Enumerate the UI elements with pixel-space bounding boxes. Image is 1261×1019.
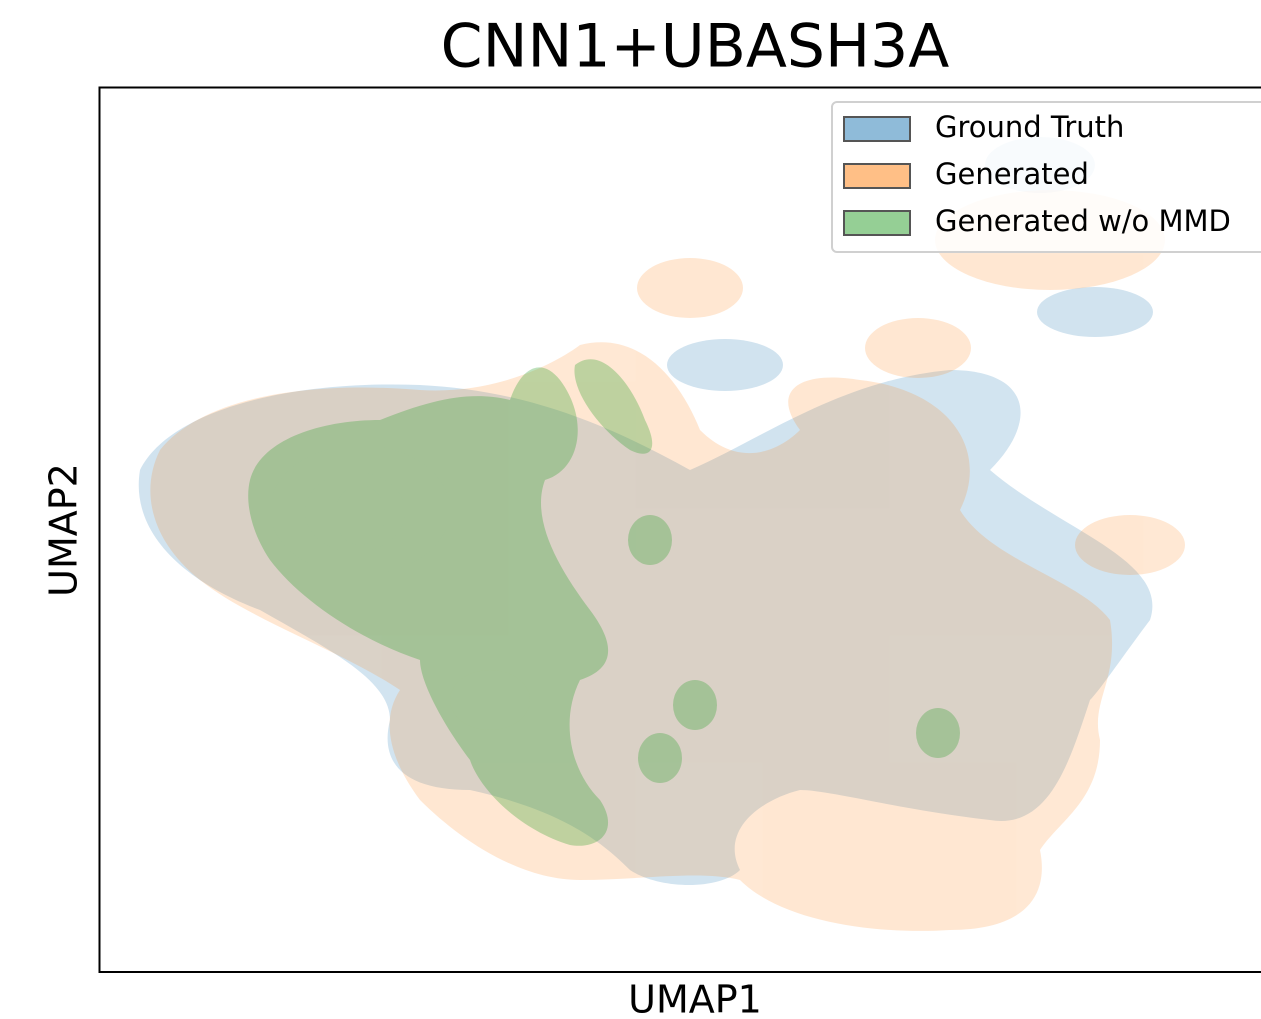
density-contour <box>637 258 743 318</box>
legend-swatch <box>843 210 911 236</box>
density-contour <box>270 445 450 575</box>
density-contour <box>750 615 830 665</box>
density-contour <box>638 733 682 783</box>
density-contour <box>574 359 653 454</box>
density-contour <box>250 450 450 570</box>
legend-frame <box>831 101 1261 253</box>
density-contour <box>138 370 1153 885</box>
density-contour <box>335 485 385 545</box>
axes-frame <box>98 86 1261 973</box>
y-axis-label: UMAP2 <box>42 463 86 597</box>
density-contour <box>865 318 971 378</box>
legend-swatch <box>843 163 911 189</box>
legend-label: Generated <box>935 157 1089 191</box>
density-contour <box>667 339 783 391</box>
density-generated <box>150 190 1185 931</box>
density-contour <box>220 440 440 580</box>
density-contour <box>800 500 900 560</box>
x-axis-label: UMAP1 <box>628 978 762 1019</box>
density-area <box>138 137 1185 931</box>
density-contour <box>150 342 1113 931</box>
chart-title: CNN1+UBASH3A <box>441 12 950 82</box>
density-generated-wo-mmd <box>248 359 960 846</box>
density-contour <box>305 472 405 552</box>
density-contour <box>1037 287 1153 337</box>
density-contour <box>1075 515 1185 575</box>
density-contour <box>830 840 950 890</box>
legend-label: Generated w/o MMD <box>935 204 1231 238</box>
legend: Ground Truth Generated Generated w/o MMD <box>831 101 1261 253</box>
density-contour <box>203 420 474 605</box>
legend-swatch <box>843 116 911 142</box>
density-contour <box>628 515 672 565</box>
density-contour <box>194 416 500 607</box>
density-contour <box>240 460 360 540</box>
density-contour <box>450 670 530 730</box>
density-contour <box>315 485 405 545</box>
density-contour <box>673 680 717 730</box>
density-contour <box>470 725 610 815</box>
legend-label: Ground Truth <box>935 110 1124 144</box>
density-contour <box>600 470 680 510</box>
density-contour <box>248 367 609 846</box>
density-contour <box>916 708 960 758</box>
